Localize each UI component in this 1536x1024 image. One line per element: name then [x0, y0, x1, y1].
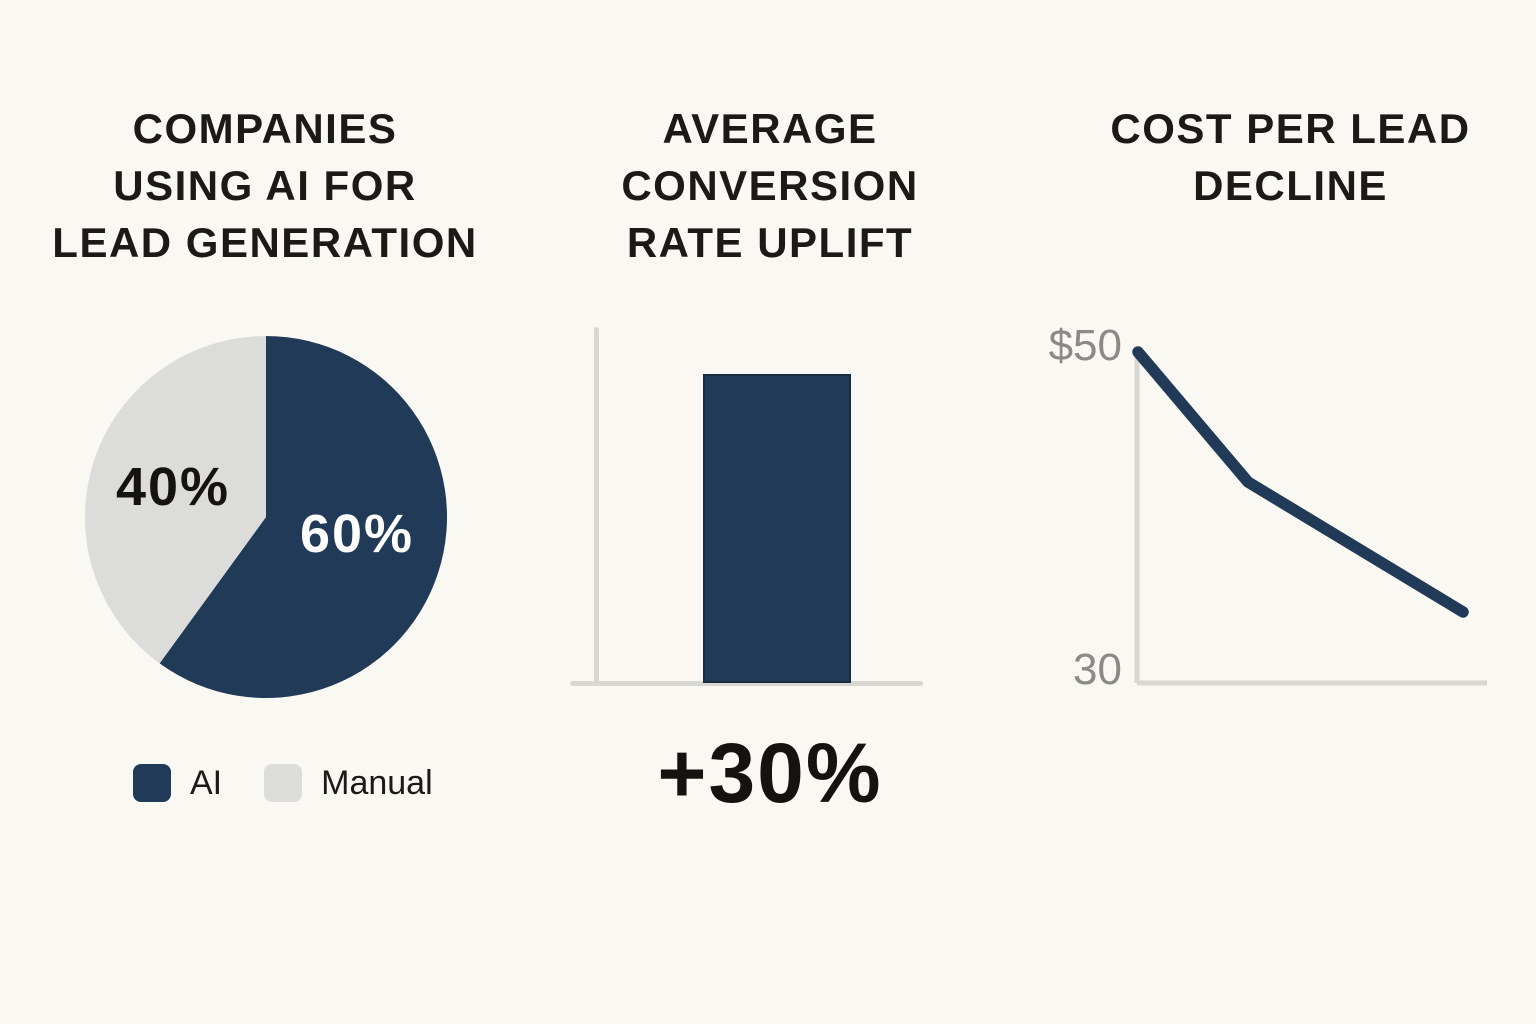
- pie-slice-manual: [85, 336, 267, 664]
- line-chart-title-line-1: COST PER LEAD: [1110, 105, 1471, 152]
- line-chart-plot: [1132, 346, 1487, 686]
- line-chart-title-line-2: DECLINE: [1193, 162, 1388, 209]
- legend-swatch-manual: [264, 764, 303, 802]
- legend-item-ai: AI: [133, 764, 222, 802]
- pie-slice-ai: [159, 336, 447, 698]
- bar-chart-title: AVERAGE CONVERSION RATE UPLIFT: [545, 100, 995, 271]
- pie-chart-title: COMPANIES USING AI FOR LEAD GENERATION: [30, 100, 500, 271]
- cost-per-lead-line: [1132, 346, 1469, 618]
- pie-label-ai: 60%: [300, 504, 414, 564]
- bar-chart-x-axis: [570, 681, 923, 686]
- bar-chart-title-line-2: CONVERSION: [621, 162, 919, 209]
- legend-label-manual: Manual: [321, 764, 433, 802]
- bar-chart-y-axis: [594, 327, 599, 683]
- pie-chart-title-line-2: USING AI FOR: [113, 162, 417, 209]
- y-axis-min-label: 30: [1073, 645, 1122, 694]
- line-chart-title: COST PER LEAD DECLINE: [1063, 100, 1518, 214]
- bar-uplift: [703, 374, 851, 683]
- pie-label-manual: 40%: [116, 457, 230, 517]
- pie-chart-title-line-3: LEAD GENERATION: [52, 219, 478, 266]
- pie-chart: 40% 60%: [85, 336, 447, 698]
- pie-chart-title-line-1: COMPANIES: [132, 105, 398, 152]
- bar-chart-title-line-3: RATE UPLIFT: [626, 219, 914, 266]
- bar-value-label: +30%: [657, 726, 883, 820]
- legend-item-manual: Manual: [264, 764, 433, 802]
- legend-swatch-ai: [133, 764, 171, 802]
- legend-label-ai: AI: [190, 764, 223, 802]
- pie-legend: AI Manual: [133, 764, 433, 802]
- y-axis-max-label: $50: [1048, 321, 1122, 370]
- bar-chart-title-line-1: AVERAGE: [662, 105, 878, 152]
